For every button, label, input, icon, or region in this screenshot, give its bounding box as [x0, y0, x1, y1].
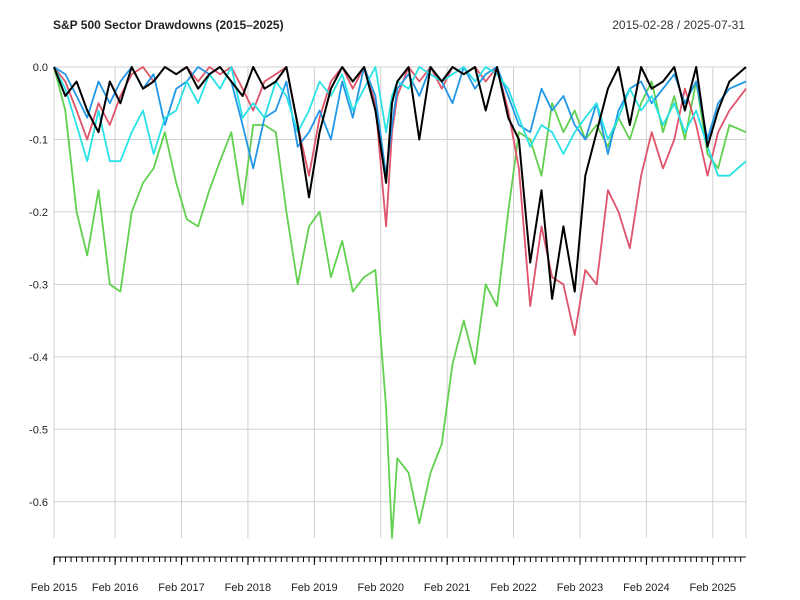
x-tick-label: Feb 2021: [424, 582, 470, 594]
axis-layer: 0.0 -0.1 -0.2 -0.3 -0.4 -0.5 -0.6 Feb 2015 Feb 2…: [29, 62, 746, 594]
series-line-5: [53, 66, 747, 300]
x-tick-label: Feb 2023: [557, 582, 603, 594]
y-tick-label: -0.4: [29, 352, 48, 364]
chart-title: S&P 500 Sector Drawdowns (2015–2025): [53, 18, 284, 32]
x-tick-label: Feb 2017: [158, 582, 204, 594]
y-tick-label: -0.2: [29, 207, 48, 219]
x-tick-label: Feb 2022: [490, 582, 536, 594]
series-line-2: [53, 66, 747, 337]
series-line-1: [53, 66, 747, 539]
x-tick-label: Feb 2024: [623, 582, 669, 594]
x-tick-label: Feb 2025: [690, 582, 736, 594]
series-layer: [53, 66, 747, 539]
y-tick-label: -0.1: [29, 134, 48, 146]
y-tick-label: -0.6: [29, 497, 48, 509]
x-tick-label: Feb 2016: [92, 582, 138, 594]
x-tick-label: Feb 2015: [31, 582, 77, 594]
y-tick-label: -0.5: [29, 424, 48, 436]
y-tick-label: 0.0: [33, 62, 48, 74]
x-tick-label: Feb 2018: [225, 582, 271, 594]
x-tick-label: Feb 2019: [291, 582, 337, 594]
date-range-label: 2015-02-28 / 2025-07-31: [612, 18, 745, 32]
x-tick-label: Feb 2020: [357, 582, 403, 594]
y-tick-label: -0.3: [29, 279, 48, 291]
